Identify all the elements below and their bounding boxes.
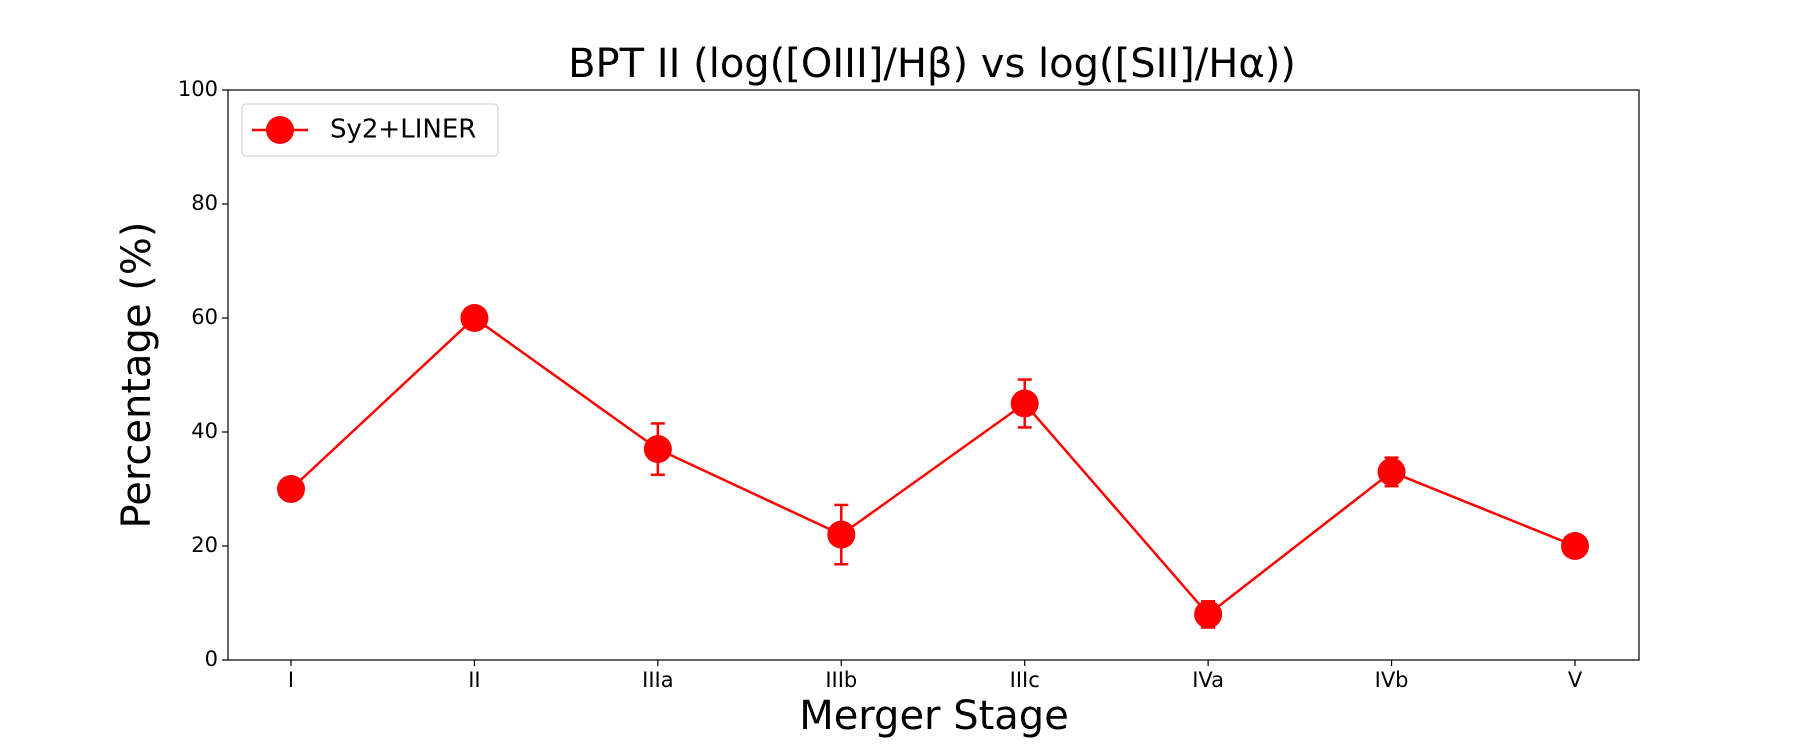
legend-box — [241, 103, 499, 157]
chart-title: BPT II (log([OIII]/Hβ) vs log([SII]/Hα)) — [568, 41, 1296, 87]
data-point — [643, 435, 672, 464]
data-point — [1010, 389, 1039, 418]
y-tick-label: 100 — [178, 77, 218, 101]
legend-marker — [266, 116, 294, 144]
y-tick-label: 60 — [191, 305, 218, 329]
y-tick-label: 80 — [191, 191, 218, 215]
y-tick-label: 40 — [191, 419, 218, 443]
legend-label: Sy2+LINER — [330, 115, 476, 145]
data-point — [1561, 532, 1589, 560]
data-point — [1194, 600, 1223, 629]
x-tick-label: I — [288, 668, 294, 692]
y-tick-label: 0 — [205, 647, 218, 671]
x-tick-label: IVa — [1192, 668, 1224, 692]
data-point — [1377, 457, 1406, 486]
data-point — [827, 520, 856, 549]
x-tick-label: IIIc — [1010, 668, 1040, 692]
x-tick-label: IVb — [1375, 668, 1409, 692]
x-axis-label: Merger Stage — [799, 693, 1069, 739]
x-tick-label: V — [1568, 668, 1583, 692]
y-axis-label: Percentage (%) — [114, 222, 160, 529]
x-tick-label: IIIb — [825, 668, 857, 692]
x-tick-label: IIIa — [642, 668, 673, 692]
series-line — [290, 316, 1576, 617]
data-point — [460, 304, 489, 332]
data-point — [277, 475, 305, 503]
y-tick-label: 20 — [191, 533, 218, 557]
plot-area — [227, 89, 1640, 661]
x-tick-label: II — [468, 668, 480, 692]
